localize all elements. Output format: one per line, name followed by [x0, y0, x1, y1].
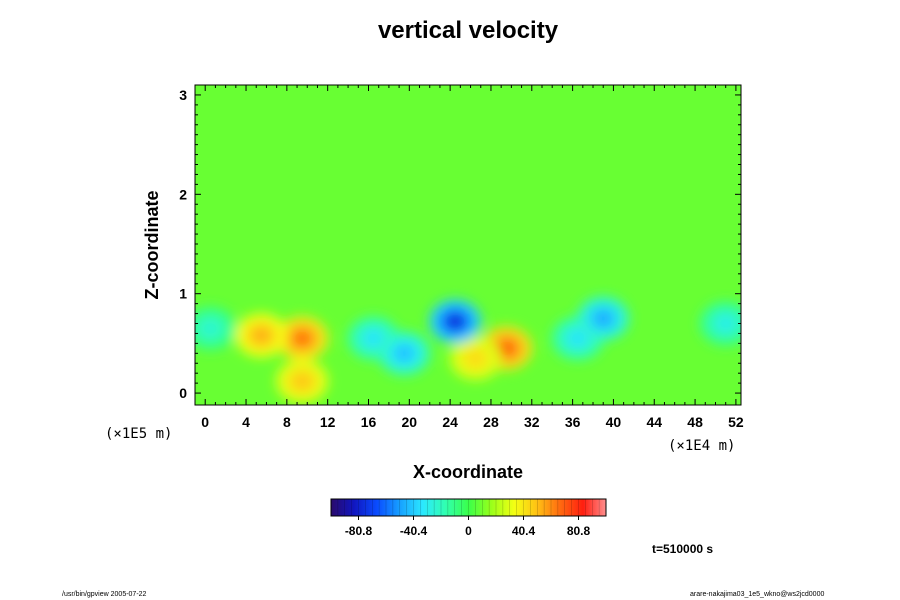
heatmap-field: [195, 85, 741, 405]
heatmap-feature: [497, 341, 515, 356]
x-tick-label: 36: [565, 414, 581, 430]
x-axis: 0 4 8 12 16 20 24 28 32 36 40 44 48 52: [201, 85, 744, 430]
x-tick-label: 16: [361, 414, 377, 430]
x-tick-label: 4: [242, 414, 250, 430]
x-tick-label: 8: [283, 414, 291, 430]
y-tick-label: 1: [179, 286, 187, 302]
colorbar-tick-label: -80.8: [345, 524, 373, 538]
colorbar-tick-label: -40.4: [400, 524, 428, 538]
x-axis-label: X-coordinate: [413, 462, 523, 482]
y-unit-label: (×1E5 m): [105, 426, 172, 442]
y-tick-label: 0: [179, 385, 187, 401]
x-tick-label: 40: [606, 414, 622, 430]
plot-frame: [194, 84, 742, 406]
heatmap-feature: [293, 331, 311, 346]
heatmap-feature: [365, 331, 382, 346]
x-tick-label: 12: [320, 414, 336, 430]
colorbar: -80.8 -40.4 0 40.4 80.8: [330, 498, 607, 538]
heatmap-feature: [569, 331, 587, 346]
x-tick-label: 0: [201, 414, 209, 430]
x-unit-label: (×1E4 m): [668, 438, 735, 454]
heatmap-feature: [594, 311, 612, 326]
y-axis: 0 1 2 3: [179, 87, 741, 401]
x-tick-label: 48: [687, 414, 703, 430]
y-axis-label: Z-coordinate: [142, 190, 162, 299]
heatmap-feature: [293, 374, 311, 389]
chart-title: vertical velocity: [378, 17, 559, 44]
heatmap-feature: [467, 351, 484, 366]
x-tick-label: 52: [728, 414, 744, 430]
colorbar-tick-label: 80.8: [567, 524, 591, 538]
footer-left: /usr/bin/gpview 2005-07-22: [62, 591, 147, 598]
colorbar-tick-label: 40.4: [512, 524, 536, 538]
x-tick-label: 32: [524, 414, 540, 430]
x-tick-label: 20: [402, 414, 418, 430]
heatmap-feature: [446, 314, 464, 329]
x-tick-label: 24: [442, 414, 458, 430]
x-tick-label: 28: [483, 414, 499, 430]
heatmap-feature: [253, 328, 270, 343]
time-label: t=510000 s: [652, 542, 713, 556]
y-tick-label: 3: [179, 87, 187, 103]
x-tick-label: 44: [646, 414, 662, 430]
heatmap-feature: [717, 316, 735, 331]
y-tick-label: 2: [179, 186, 187, 202]
footer-right: arare-nakajima03_1e5_wkno@ws2jcd0000: [690, 591, 824, 598]
heatmap-feature: [395, 346, 413, 361]
heatmap-feature: [201, 321, 219, 336]
colorbar-tick-label: 0: [465, 524, 472, 538]
